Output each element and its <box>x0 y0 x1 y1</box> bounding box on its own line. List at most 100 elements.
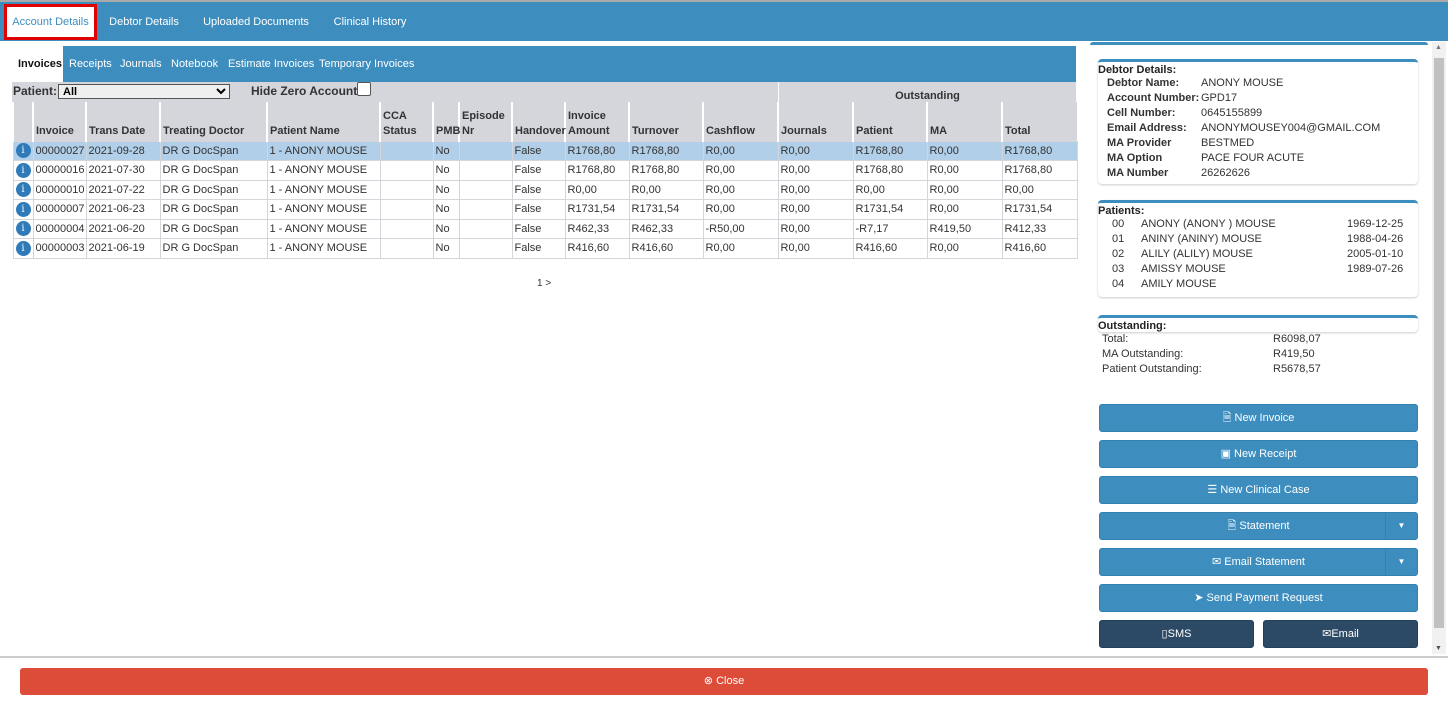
scrollbar-thumb[interactable] <box>1434 58 1444 628</box>
statement-button[interactable]: 🗎 Statement ▼ <box>1099 512 1418 540</box>
patient-row[interactable]: 04 AMILY MOUSE <box>1098 277 1418 292</box>
table-row[interactable]: i 00000004 2021-06-20 DR G DocSpan 1 - ANONY… <box>12 218 1078 239</box>
new-invoice-label: New Invoice <box>1234 412 1295 424</box>
email-statement-button[interactable]: ✉ Email Statement ▼ <box>1099 548 1418 576</box>
tab-journals[interactable]: Journals <box>120 58 162 70</box>
table-cell <box>379 140 434 161</box>
table-row[interactable]: i 00000027 2021-09-28 DR G DocSpan 1 - ANONY… <box>12 140 1078 161</box>
table-cell: No <box>432 160 460 181</box>
new-clinical-case-button[interactable]: ☰ New Clinical Case <box>1099 476 1418 504</box>
tab-temporary-invoices[interactable]: Temporary Invoices <box>319 58 415 70</box>
column-header[interactable]: Cashflow <box>702 102 778 141</box>
info-icon[interactable]: i <box>15 182 31 198</box>
info-icon[interactable]: i <box>15 240 31 256</box>
table-cell: 2021-07-30 <box>85 160 161 181</box>
scrollbar[interactable]: ▲ ▼ <box>1432 42 1446 654</box>
table-cell <box>458 179 513 200</box>
table-cell: 1 - ANONY MOUSE <box>266 140 381 161</box>
money-icon: ▣ <box>1220 448 1231 460</box>
patient-row[interactable]: 03 AMISSY MOUSE 1989-07-26 <box>1098 262 1418 277</box>
tab-receipts[interactable]: Receipts <box>69 58 112 70</box>
tab-account-details[interactable]: Account Details <box>4 4 97 40</box>
table-cell: 2021-07-22 <box>85 179 161 200</box>
tab-clinical-history[interactable]: Clinical History <box>333 16 407 28</box>
tab-notebook[interactable]: Notebook <box>171 58 219 70</box>
tab-uploaded-documents[interactable]: Uploaded Documents <box>203 16 309 28</box>
column-header[interactable]: Trans Date <box>85 102 160 141</box>
field-label: Email Address: <box>1107 122 1187 134</box>
new-invoice-button[interactable]: 🗎 New Invoice <box>1099 404 1418 432</box>
table-cell: 1 - ANONY MOUSE <box>266 218 381 239</box>
table-cell: R416,60 <box>1001 238 1078 259</box>
patient-select[interactable]: All <box>58 84 230 99</box>
info-icon[interactable]: i <box>15 162 31 178</box>
column-header[interactable]: PMB <box>432 102 460 141</box>
table-cell: R0,00 <box>926 160 1003 181</box>
table-cell: R462,33 <box>564 218 630 239</box>
table-row[interactable]: i 00000010 2021-07-22 DR G DocSpan 1 - ANONY… <box>12 179 1078 200</box>
column-header[interactable]: Handover <box>511 102 566 141</box>
sub-tab-bar: Invoices Receipts Journals Notebook Esti… <box>12 46 1076 82</box>
table-cell: False <box>511 179 566 200</box>
tab-invoices[interactable]: Invoices <box>12 46 63 82</box>
statement-dropdown-caret-icon[interactable]: ▼ <box>1385 513 1417 539</box>
patient-row[interactable]: 01 ANINY (ANINY) MOUSE 1988-04-26 <box>1098 232 1418 247</box>
tab-debtor-details[interactable]: Debtor Details <box>109 16 179 28</box>
email-button[interactable]: ✉Email <box>1263 620 1418 648</box>
sms-button[interactable]: ▯SMS <box>1099 620 1254 648</box>
patient-row[interactable]: 02 ALILY (ALILY) MOUSE 2005-01-10 <box>1098 247 1418 262</box>
email-statement-dropdown-caret-icon[interactable]: ▼ <box>1385 549 1417 575</box>
table-cell <box>379 179 434 200</box>
info-cell: i <box>12 238 34 259</box>
table-cell: R1768,80 <box>1001 140 1078 161</box>
patient-dob: 1969-12-25 <box>1347 218 1404 230</box>
table-cell: 00000004 <box>32 218 87 239</box>
column-header[interactable]: Treating Doctor <box>159 102 267 141</box>
field-label: Cell Number: <box>1107 107 1176 119</box>
table-cell: 00000007 <box>32 199 87 220</box>
table-cell: 2021-06-23 <box>85 199 161 220</box>
table-cell: DR G DocSpan <box>159 140 268 161</box>
table-cell <box>458 199 513 220</box>
scroll-up-icon[interactable]: ▲ <box>1435 44 1442 51</box>
info-icon[interactable]: i <box>15 201 31 217</box>
new-receipt-button[interactable]: ▣ New Receipt <box>1099 440 1418 468</box>
table-row[interactable]: i 00000016 2021-07-30 DR G DocSpan 1 - ANONY… <box>12 160 1078 181</box>
patient-row[interactable]: 00 ANONY (ANONY ) MOUSE 1969-12-25 <box>1098 217 1418 232</box>
table-cell: R1731,54 <box>852 199 928 220</box>
column-header[interactable]: Turnover <box>628 102 703 141</box>
send-payment-request-button[interactable]: ➤ Send Payment Request <box>1099 584 1418 612</box>
close-button[interactable]: ⊗ Close <box>20 668 1428 695</box>
table-cell <box>379 160 434 181</box>
table-row[interactable]: i 00000007 2021-06-23 DR G DocSpan 1 - ANONY… <box>12 199 1078 220</box>
tab-estimate-invoices[interactable]: Estimate Invoices <box>228 58 315 70</box>
top-tab-bar: Account Details Debtor Details Uploaded … <box>0 0 1448 41</box>
column-header[interactable]: Invoice Amount <box>564 102 629 141</box>
column-header[interactable]: Total <box>1001 102 1077 141</box>
table-cell: 00000016 <box>32 160 87 181</box>
table-cell <box>379 199 434 220</box>
scroll-down-icon[interactable]: ▼ <box>1435 645 1442 652</box>
column-header[interactable]: Patient <box>852 102 927 141</box>
info-icon[interactable]: i <box>15 143 31 159</box>
column-header[interactable]: CCA Status <box>379 102 433 141</box>
info-cell: i <box>12 179 34 200</box>
column-header[interactable]: Patient Name <box>266 102 380 141</box>
table-cell: DR G DocSpan <box>159 238 268 259</box>
column-header[interactable]: Episode Nr <box>458 102 512 141</box>
table-cell: R1768,80 <box>1001 160 1078 181</box>
table-cell: -R50,00 <box>702 218 779 239</box>
field-label: MA Provider <box>1107 137 1172 149</box>
column-header[interactable]: MA <box>926 102 1002 141</box>
patients-box: Patients: 00 ANONY (ANONY ) MOUSE 1969-12-… <box>1098 200 1418 297</box>
table-cell: False <box>511 238 566 259</box>
info-icon[interactable]: i <box>15 221 31 237</box>
pagination[interactable]: 1 > <box>537 278 552 289</box>
patient-name: ANINY (ANINY) MOUSE <box>1141 233 1262 245</box>
table-row[interactable]: i 00000003 2021-06-19 DR G DocSpan 1 - ANONY… <box>12 238 1078 259</box>
debtor-field: Debtor Name: ANONY MOUSE <box>1098 76 1418 91</box>
column-header[interactable]: Invoice <box>32 102 86 141</box>
table-cell: 1 - ANONY MOUSE <box>266 238 381 259</box>
column-header[interactable]: Journals <box>777 102 853 141</box>
hide-zero-checkbox[interactable] <box>357 82 371 96</box>
